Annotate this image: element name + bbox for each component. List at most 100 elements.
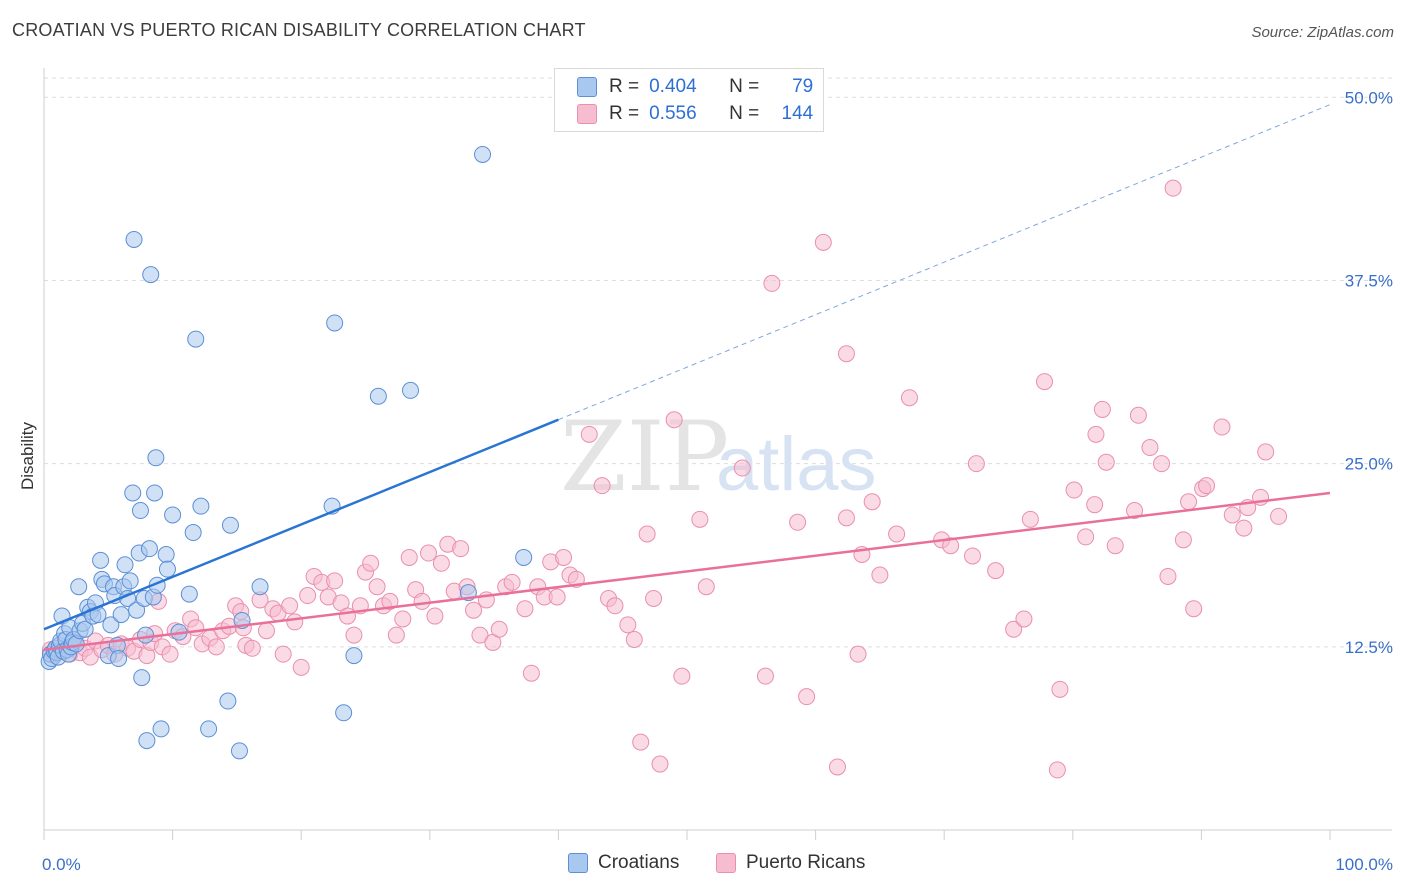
croatians-point [124,484,142,502]
tick-labels: 12.5% 25.0% 37.5% 50.0% 0.0% 100.0% [42,88,1393,874]
croatians-point [164,506,182,524]
puerto-ricans-point [638,525,656,543]
puerto-ricans-point [490,620,508,638]
trend-lines [43,104,1331,651]
puerto-ricans-point [368,578,386,596]
puerto-ricans-point [187,619,205,637]
puerto-ricans-point [863,493,881,511]
croatians-point [146,484,164,502]
n-label: N = [729,76,760,97]
croatians-points [40,145,533,760]
croatians-point [102,616,120,634]
croatians-point [221,516,239,534]
puerto-ricans-point [1005,620,1023,638]
croatians-point [121,572,139,590]
puerto-ricans-point [1198,477,1216,495]
croatians-point [474,145,492,163]
croatians-point [128,601,146,619]
puerto-ricans-point [580,425,598,443]
puerto-ricans-point [1174,531,1192,549]
puerto-ricans-point [394,610,412,628]
croatians-point [112,606,130,624]
puerto-ricans-point [1164,179,1182,197]
croatians-point [192,497,210,515]
puerto-ricans-point [871,566,889,584]
r-value-croatians: 0.404 [649,76,697,97]
croatians-swatch [577,77,597,97]
puerto-ricans-point [1015,610,1033,628]
puerto-ricans-point [837,509,855,527]
puerto-ricans-point [1126,502,1144,520]
puerto-ricans-point [1077,528,1095,546]
puerto-ricans-point [257,622,275,640]
croatians-point [219,692,237,710]
puerto-ricans-point [522,664,540,682]
puerto-ricans-point [1087,425,1105,443]
croatians-point [184,524,202,542]
puerto-ricans-point [274,645,292,663]
croatians-point [251,578,269,596]
croatians-point [70,578,88,596]
croatians-point [515,548,533,566]
croatians-point [187,330,205,348]
puerto-ricans-point [400,548,418,566]
puerto-ricans-point [1097,453,1115,471]
croatians-point [125,230,143,248]
legend-row-croatians: R = 0.404 N = 79 [577,75,813,99]
puerto-ricans-swatch [577,104,597,124]
puerto-ricans-point [1141,439,1159,457]
puerto-ricans-point [471,626,489,644]
puerto-ricans-point [828,758,846,776]
puerto-ricans-point [548,588,566,606]
puerto-ricans-point [789,513,807,531]
puerto-ricans-point [900,389,918,407]
puerto-ricans-point [697,578,715,596]
puerto-ricans-point [381,592,399,610]
n-value-puerto-ricans: 144 [781,103,814,124]
puerto-ricans-point [625,631,643,648]
croatians-trend-line [43,418,559,631]
croatians-point [402,381,420,399]
legend-row-puerto-ricans: R = 0.556 N = 144 [577,102,813,126]
puerto-ricans-point [1048,761,1066,779]
legend-label-puerto-ricans: Puerto Ricans [746,852,866,873]
puerto-ricans-point [1051,680,1069,698]
puerto-ricans-point [452,540,470,558]
croatians-point [110,650,128,668]
croatians-point [147,449,165,467]
puerto-ricans-point [465,601,483,619]
croatians-point [157,546,175,564]
puerto-ricans-point [606,597,624,615]
croatians-point [140,540,158,558]
puerto-ricans-point [432,554,450,572]
puerto-ricans-point [814,233,832,251]
croatians-point [137,626,155,644]
puerto-ricans-point [942,537,960,555]
puerto-ricans-point [1223,506,1241,524]
puerto-ricans-point [292,658,310,676]
y-tick-label: 25.0% [1345,455,1393,474]
croatians-point [142,266,160,284]
r-label: R = [609,76,640,97]
croatians-point [158,560,176,578]
puerto-ricans-point [387,626,405,644]
gridlines [44,77,1392,648]
puerto-ricans-point [338,607,356,625]
axes [43,68,1392,840]
r-label: R = [609,103,640,124]
y-tick-label: 37.5% [1345,271,1393,290]
x-tick-label-max: 100.0% [1335,855,1393,874]
legend-item-puerto-ricans: Puerto Ricans [716,852,865,874]
n-value-croatians: 79 [792,76,814,97]
puerto-ricans-point [963,547,981,565]
r-value-puerto-ricans: 0.556 [649,103,697,124]
chart-title: CROATIAN VS PUERTO RICAN DISABILITY CORR… [12,20,586,40]
puerto-ricans-point [326,572,344,590]
puerto-ricans-point [503,573,521,591]
croatians-point [369,387,387,405]
puerto-ricans-point [651,755,669,773]
puerto-ricans-point [1270,507,1288,525]
puerto-ricans-point [593,477,611,495]
n-label: N = [729,103,760,124]
